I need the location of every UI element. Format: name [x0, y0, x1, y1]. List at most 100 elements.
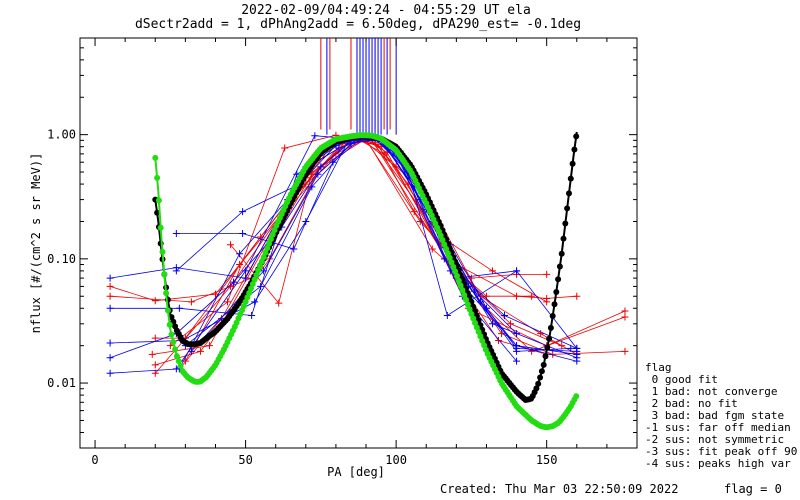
red-spectrum-point — [106, 282, 114, 290]
blue-spectrum-point — [230, 278, 238, 286]
legend-entry: -1 sus: far off median — [645, 421, 791, 434]
blue-spectrum-point — [573, 344, 581, 352]
fit-curve-green-dot — [242, 298, 249, 305]
blue-spectrum-point — [513, 342, 521, 350]
blue-spectrum-point — [513, 267, 521, 275]
plot-frame — [79, 37, 638, 449]
fit-curve-green-dot — [444, 250, 451, 257]
blue-spectrum-line — [110, 136, 577, 355]
fit-curve-black-dot — [558, 250, 565, 257]
y-tick-label: 1.00 — [47, 128, 76, 142]
fit-curve-green-dot — [475, 328, 482, 335]
blue-spectrum-point — [501, 311, 509, 319]
fit-curve-black-dot — [547, 324, 554, 331]
fit-curve-black-dot — [537, 374, 544, 381]
fit-curve-black-dot — [555, 276, 562, 283]
fit-curve-black-dot — [569, 160, 576, 167]
fit-curve-green-dot — [251, 276, 258, 283]
blue-spectrum-point — [443, 311, 451, 319]
blue-spectrum-point — [311, 132, 319, 140]
fit-curve-green-dot — [452, 268, 459, 275]
red-spectrum-point — [227, 241, 235, 249]
blue-spectrum-point — [573, 357, 581, 365]
blue-spectrum-point — [236, 250, 244, 258]
fit-curve-green-dot — [466, 306, 473, 313]
red-spectrum-line — [110, 136, 626, 352]
fit-curve-green-dot — [448, 259, 455, 266]
blue-spectrum-point — [106, 354, 114, 362]
red-spectrum-point — [151, 297, 159, 305]
fit-curve-black-dot — [168, 314, 175, 321]
fit-curve-black-dot — [566, 190, 572, 197]
fit-curve-black-dot — [535, 380, 542, 387]
blue-spectrum-line — [185, 138, 517, 347]
blue-spectrum-point — [242, 274, 250, 282]
red-spectrum-point — [151, 369, 159, 377]
fit-curve-green-dot — [170, 339, 177, 345]
blue-spectrum-point — [106, 304, 114, 312]
blue-spectrum-line — [175, 135, 517, 370]
fit-curve-green-dot — [154, 174, 161, 181]
fit-curve-black-dot — [538, 368, 545, 375]
blue-spectrum-point — [251, 298, 259, 306]
fit-curve-green-dot — [439, 237, 446, 243]
fit-curve-green-dot — [455, 277, 462, 284]
blue-spectrum-point — [172, 230, 180, 237]
fit-curve-black-dot — [562, 220, 569, 227]
legend-entry: 1 bad: not converge — [645, 385, 777, 398]
fit-curve-black-dot — [551, 301, 558, 308]
fit-curve-black-dot — [542, 353, 549, 360]
fit-curve-green-dot — [262, 249, 269, 256]
fit-curve-green-dot — [267, 236, 274, 243]
blue-spectrum-line — [110, 135, 577, 349]
legend-entry: -3 sus: fit peak off 90 — [645, 445, 797, 458]
red-spectrum-point — [205, 342, 213, 350]
blue-spectrum-point — [242, 267, 250, 275]
blue-spectrum-point — [175, 304, 183, 312]
legend-heading: flag — [645, 361, 672, 374]
x-tick-label: 0 — [91, 453, 98, 467]
fit-curve-black-dot — [573, 133, 580, 140]
blue-spectrum-point — [573, 350, 581, 358]
blue-spectrum-point — [470, 287, 478, 295]
legend-entry: -4 sus: peaks high var — [645, 457, 791, 470]
red-spectrum-point — [151, 361, 159, 369]
fit-curve-green-dot — [159, 248, 166, 255]
blue-spectrum-line — [109, 138, 577, 359]
fit-curve-green-dot — [177, 363, 184, 369]
red-spectrum-line — [109, 136, 577, 302]
red-spectrum-point — [166, 342, 174, 350]
red-spectrum-point — [187, 298, 195, 306]
blue-spectrum-point — [513, 357, 521, 365]
blue-spectrum-point — [172, 365, 180, 373]
fit-curve-black-dot — [560, 235, 567, 242]
blue-spectrum-point — [314, 170, 322, 178]
fit-curve-green-dot — [454, 273, 460, 279]
blue-spectrum-point — [567, 344, 575, 352]
fit-curve-green-dot — [163, 290, 170, 297]
chart-title-line2: dSectr2add = 1, dPhAng2add = 6.50deg, dP… — [135, 17, 581, 32]
fit-curve-green-dot — [266, 240, 273, 247]
fit-curve-green-dot — [461, 292, 468, 298]
red-spectrum-point — [281, 144, 289, 152]
fit-curve-green-dot — [246, 290, 253, 296]
legend-entry: 0 good fit — [645, 373, 718, 386]
fit-curve-green-dot — [166, 321, 173, 328]
y-tick-label: 0.01 — [47, 376, 76, 390]
fit-curve-green-dot — [573, 393, 580, 400]
blue-spectrum-point — [302, 217, 310, 225]
fit-curve-green-dot — [473, 324, 480, 331]
blue-spectrum-point — [106, 369, 114, 377]
y-tick-label: 0.10 — [47, 252, 76, 266]
fit-curve-green-dot — [479, 337, 486, 344]
fit-curve-black-dot — [533, 385, 540, 392]
fit-curve-green-dot — [172, 346, 179, 353]
red-spectrum-point — [495, 337, 503, 345]
x-tick-label: 100 — [385, 453, 407, 467]
fit-curve-green-dot — [260, 254, 267, 261]
red-spectrum-point — [148, 350, 156, 358]
red-spectrum-point — [543, 298, 551, 306]
fit-curve-black-dot — [544, 344, 551, 351]
fit-curve-green-dot — [470, 315, 477, 322]
red-spectrum-point — [488, 267, 496, 275]
